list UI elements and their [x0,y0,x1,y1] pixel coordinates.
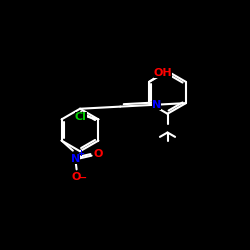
Text: N: N [71,154,80,164]
Text: Cl: Cl [75,112,87,122]
Text: OH: OH [154,68,172,78]
Text: O: O [72,172,81,182]
Text: O: O [93,149,102,160]
Text: N: N [152,100,161,110]
Text: +: + [77,149,84,158]
Text: −: − [78,173,88,183]
